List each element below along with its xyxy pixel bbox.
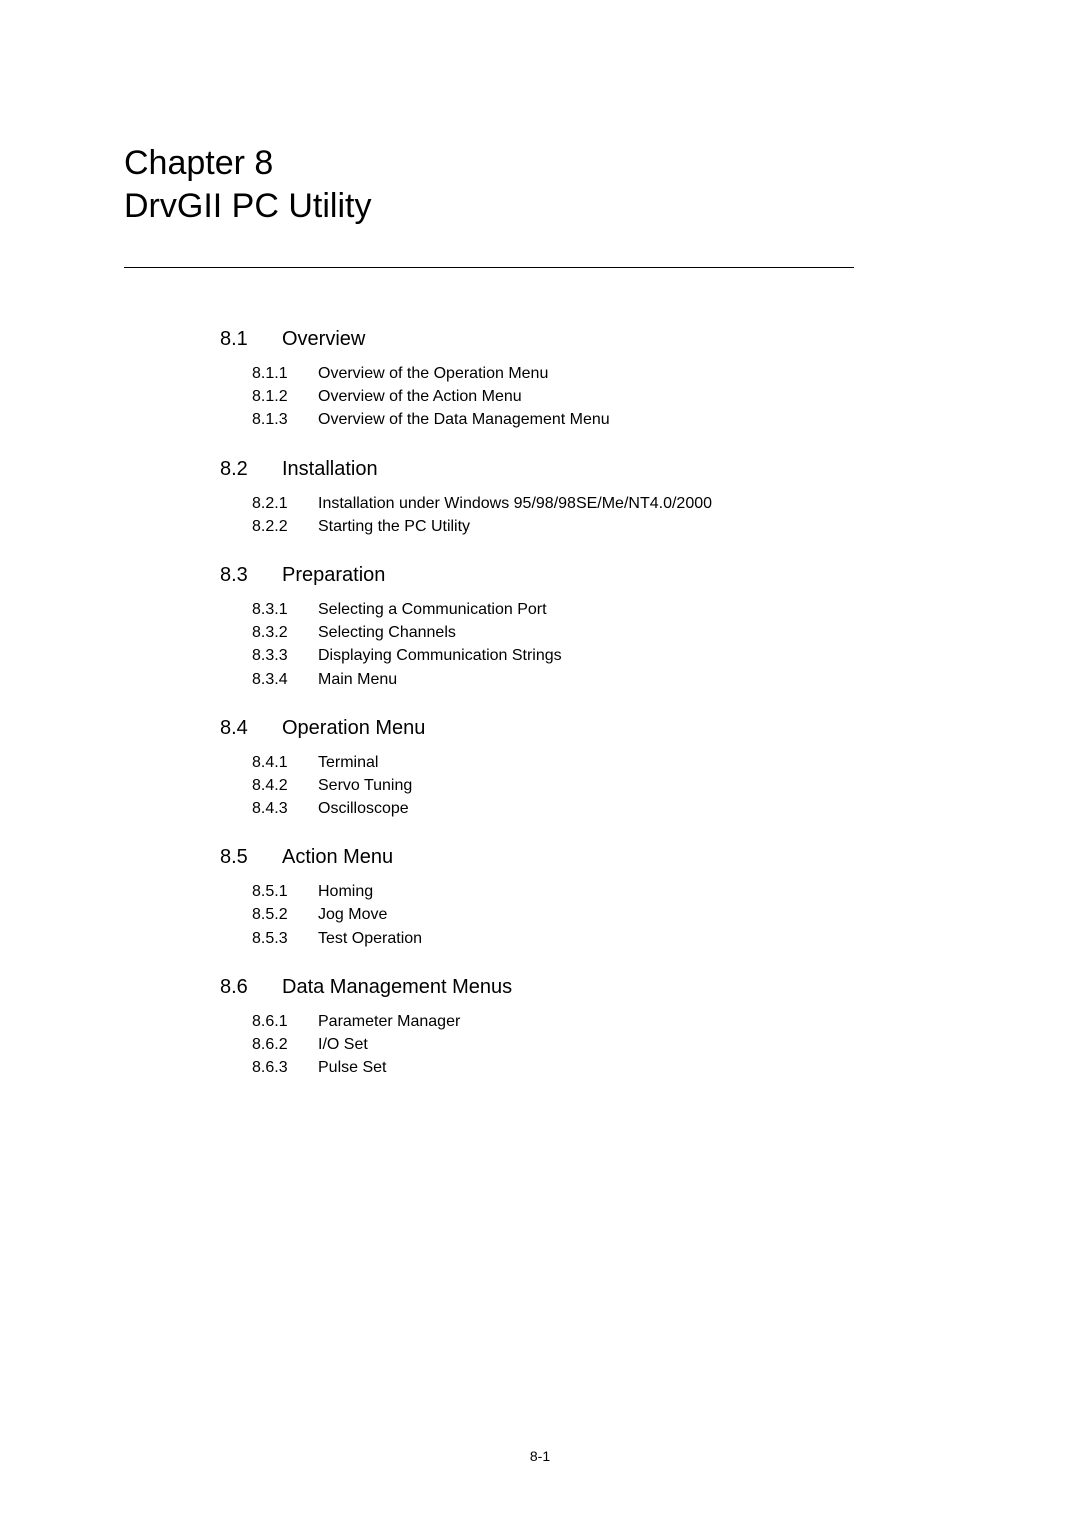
toc-subsection: 8.3.4 Main Menu bbox=[252, 668, 956, 691]
toc-subsection-number: 8.6.1 bbox=[252, 1010, 300, 1033]
toc-subsection-list: 8.5.1 Homing 8.5.2 Jog Move 8.5.3 Test Operat… bbox=[252, 880, 956, 950]
toc-subsection: 8.5.2 Jog Move bbox=[252, 903, 956, 926]
toc-section-head: 8.6 Data Management Menus bbox=[220, 970, 956, 1004]
toc-section-title: Preparation bbox=[282, 558, 385, 592]
toc-subsection-list: 8.3.1Selecting a Communication Port8.3.2… bbox=[252, 598, 956, 691]
toc-section-title: Operation Menu bbox=[282, 711, 425, 745]
page-number: 8-1 bbox=[0, 1448, 1080, 1464]
toc-subsection-title: Pulse Set bbox=[318, 1056, 386, 1079]
toc-subsection-number: 8.4.2 bbox=[252, 774, 300, 797]
toc-section-number: 8.2 bbox=[220, 452, 266, 486]
toc-section: 8.1 Overview 8.1.1 Overview of the Operatio… bbox=[220, 322, 956, 432]
toc-subsection-number: 8.5.1 bbox=[252, 880, 300, 903]
toc-section-number: 8.6 bbox=[220, 970, 266, 1004]
toc-subsection-number: 8.5.2 bbox=[252, 903, 300, 926]
chapter-heading: Chapter 8 DrvGII PC Utility bbox=[124, 142, 956, 227]
toc-subsection-number: 8.1.3 bbox=[252, 408, 300, 431]
toc-section-title: Overview bbox=[282, 322, 365, 356]
toc-subsection: 8.3.2 Selecting Channels bbox=[252, 621, 956, 644]
toc-section-number: 8.5 bbox=[220, 840, 266, 874]
toc-subsection-title: Homing bbox=[318, 880, 373, 903]
toc-subsection: 8.6.1 Parameter Manager bbox=[252, 1010, 956, 1033]
toc-subsection-list: 8.4.1 Terminal 8.4.2 Servo Tuning 8.4.3 Oscil… bbox=[252, 751, 956, 821]
toc-subsection-number: 8.1.2 bbox=[252, 385, 300, 408]
toc-subsection-number: 8.3.1 bbox=[252, 598, 300, 621]
toc-subsection-number: 8.1.1 bbox=[252, 362, 300, 385]
toc-subsection: 8.4.1 Terminal bbox=[252, 751, 956, 774]
toc-section-head: 8.1 Overview bbox=[220, 322, 956, 356]
toc-subsection-number: 8.3.2 bbox=[252, 621, 300, 644]
toc-subsection: 8.4.3 Oscilloscope bbox=[252, 797, 956, 820]
toc-section: 8.5Action Menu8.5.1Homing8.5.2Jog Move8.… bbox=[220, 840, 956, 950]
toc-subsection: 8.4.2 Servo Tuning bbox=[252, 774, 956, 797]
toc-subsection: 8.3.1 Selecting a Communication Port bbox=[252, 598, 956, 621]
page: Chapter 8 DrvGII PC Utility 8.1Overview8… bbox=[0, 0, 1080, 1528]
toc-subsection: 8.2.2 Starting the PC Utility bbox=[252, 515, 956, 538]
toc-subsection-number: 8.6.3 bbox=[252, 1056, 300, 1079]
toc-section-title: Data Management Menus bbox=[282, 970, 512, 1004]
toc-subsection: 8.1.3 Overview of the Data Management Men… bbox=[252, 408, 956, 431]
toc-subsection-list: 8.6.1 Parameter Manager 8.6.2 I/O Set 8.6.3 P… bbox=[252, 1010, 956, 1080]
toc-section-number: 8.1 bbox=[220, 322, 266, 356]
chapter-line-1: Chapter 8 bbox=[124, 144, 273, 182]
toc-subsection-title: Parameter Manager bbox=[318, 1010, 460, 1033]
toc-subsection-list: 8.1.1Overview of the Operation Menu8.1.2… bbox=[252, 362, 956, 432]
toc-subsection: 8.5.3 Test Operation bbox=[252, 927, 956, 950]
toc-subsection-title: Overview of the Action Menu bbox=[318, 385, 522, 408]
toc-subsection-title: Selecting a Communication Port bbox=[318, 598, 547, 621]
toc-section-head: 8.5 Action Menu bbox=[220, 840, 956, 874]
toc-section: 8.6 Data Management Menus 8.6.1 Parameter M… bbox=[220, 970, 956, 1080]
toc-subsection-title: Installation under Windows 95/98/98SE/Me… bbox=[318, 492, 712, 515]
toc-subsection-title: Jog Move bbox=[318, 903, 387, 926]
toc-section: 8.2 Installation 8.2.1 Installation under W… bbox=[220, 452, 956, 538]
toc-section-head: 8.4 Operation Menu bbox=[220, 711, 956, 745]
heading-rule bbox=[124, 267, 854, 268]
toc-subsection-list: 8.2.1 Installation under Windows 95/98/98… bbox=[252, 492, 956, 538]
toc-subsection: 8.6.3 Pulse Set bbox=[252, 1056, 956, 1079]
toc-section-head: 8.2 Installation bbox=[220, 452, 956, 486]
toc: 8.1 Overview 8.1.1 Overview of the Operatio… bbox=[220, 322, 956, 1079]
toc-subsection-title: Selecting Channels bbox=[318, 621, 456, 644]
toc-subsection-title: Terminal bbox=[318, 751, 378, 774]
toc-subsection: 8.1.2 Overview of the Action Menu bbox=[252, 385, 956, 408]
toc-subsection: 8.6.2 I/O Set bbox=[252, 1033, 956, 1056]
toc-subsection-number: 8.6.2 bbox=[252, 1033, 300, 1056]
toc-subsection-title: I/O Set bbox=[318, 1033, 368, 1056]
toc-subsection: 8.1.1 Overview of the Operation Menu bbox=[252, 362, 956, 385]
toc-subsection-number: 8.3.4 bbox=[252, 668, 300, 691]
toc-section-title: Installation bbox=[282, 452, 378, 486]
toc-section-head: 8.3 Preparation bbox=[220, 558, 956, 592]
toc-subsection-number: 8.5.3 bbox=[252, 927, 300, 950]
toc-subsection-title: Starting the PC Utility bbox=[318, 515, 470, 538]
toc-subsection-title: Oscilloscope bbox=[318, 797, 409, 820]
toc-subsection: 8.5.1 Homing bbox=[252, 880, 956, 903]
toc-subsection-number: 8.4.1 bbox=[252, 751, 300, 774]
toc-subsection-title: Overview of the Data Management Menu bbox=[318, 408, 610, 431]
chapter-line-2: DrvGII PC Utility bbox=[124, 187, 371, 225]
toc-subsection-title: Displaying Communication Strings bbox=[318, 644, 562, 667]
toc-subsection-title: Servo Tuning bbox=[318, 774, 412, 797]
toc-section: 8.3 Preparation 8.3.1 Selecting a Communica… bbox=[220, 558, 956, 691]
toc-subsection-title: Test Operation bbox=[318, 927, 422, 950]
toc-subsection-title: Main Menu bbox=[318, 668, 397, 691]
toc-section-title: Action Menu bbox=[282, 840, 393, 874]
toc-subsection-number: 8.4.3 bbox=[252, 797, 300, 820]
toc-subsection-title: Overview of the Operation Menu bbox=[318, 362, 548, 385]
toc-section: 8.4 Operation Menu 8.4.1 Terminal 8.4.2 Servo… bbox=[220, 711, 956, 821]
toc-subsection-number: 8.2.2 bbox=[252, 515, 300, 538]
toc-subsection: 8.3.3 Displaying Communication Strings bbox=[252, 644, 956, 667]
toc-subsection: 8.2.1 Installation under Windows 95/98/98… bbox=[252, 492, 956, 515]
toc-subsection-number: 8.3.3 bbox=[252, 644, 300, 667]
toc-subsection-number: 8.2.1 bbox=[252, 492, 300, 515]
toc-section-number: 8.3 bbox=[220, 558, 266, 592]
toc-section-number: 8.4 bbox=[220, 711, 266, 745]
